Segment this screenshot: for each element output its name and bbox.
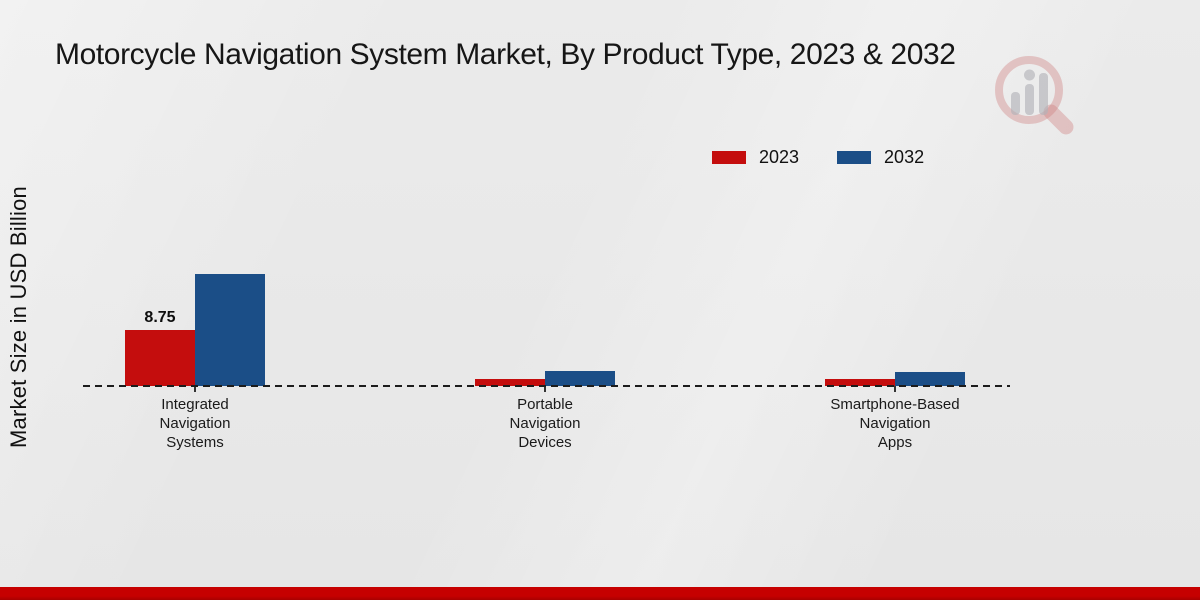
- bar-value-label-2023: 8.75: [144, 309, 176, 326]
- bar-2032-category-1: [545, 371, 615, 386]
- bar-2032-category-0: [195, 274, 265, 386]
- legend-swatch-2023: [712, 151, 746, 164]
- category-label-2: Smartphone-Based Navigation Apps: [830, 396, 960, 451]
- legend: 2023 2032: [712, 147, 924, 168]
- bar-2023-category-2: [825, 379, 895, 386]
- y-axis-label: Market Size in USD Billion: [6, 186, 31, 449]
- bar-2023-category-1: [475, 379, 545, 386]
- legend-swatch-2032: [837, 151, 872, 164]
- bar-2023-category-0: [125, 330, 195, 386]
- watermark-magnifier-logo: [995, 56, 1074, 135]
- x-axis-baseline: [83, 385, 1010, 387]
- category-label-0: Integrated Navigation Systems: [159, 396, 231, 451]
- category-label-1: Portable Navigation Devices: [509, 396, 581, 451]
- bottom-accent-bar: [0, 587, 1200, 600]
- legend-label: 2032: [884, 147, 925, 167]
- x-axis-tick-1: [544, 386, 546, 392]
- chart-title: Motorcycle Navigation System Market, By …: [55, 38, 956, 71]
- legend-label: 2023: [759, 147, 800, 167]
- x-axis-tick-2: [894, 386, 896, 392]
- bar-2032-category-2: [895, 372, 965, 386]
- legend-item-2032: 2032: [837, 147, 924, 168]
- x-axis-tick-0: [194, 386, 196, 392]
- legend-item-2023: 2023: [712, 147, 799, 168]
